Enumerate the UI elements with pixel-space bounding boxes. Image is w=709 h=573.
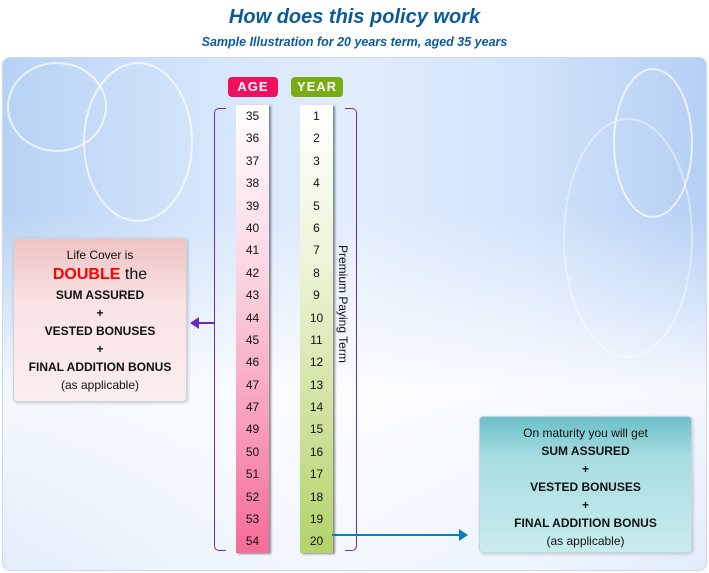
age-cell: 42 — [245, 265, 260, 280]
premium-paying-term-label: Premium Paying Term — [336, 245, 350, 363]
plus: + — [581, 462, 589, 476]
left-bracket — [214, 108, 226, 551]
year-cell: 17 — [309, 467, 324, 482]
year-cell: 10 — [309, 310, 324, 325]
year-cell: 5 — [313, 198, 320, 213]
year-cell: 14 — [309, 400, 324, 415]
age-cell: 51 — [245, 467, 260, 482]
page-subtitle: Sample Illustration for 20 years term, a… — [201, 35, 508, 49]
maturity-intro: On maturity you will get — [523, 426, 648, 440]
age-cell: 36 — [245, 131, 260, 146]
age-cell: 38 — [245, 176, 260, 191]
year-cell: 13 — [309, 377, 324, 392]
benefit-item: VESTED BONUSES — [530, 480, 641, 494]
year-cell: 20 — [309, 534, 324, 549]
plus: + — [96, 306, 104, 320]
applicable-note: (as applicable) — [546, 534, 625, 548]
year-column: 1 2 3 4 5 6 7 8 9 10 11 12 13 14 15 16 17 18 19 20 — [300, 105, 333, 553]
year-cell: 16 — [309, 444, 324, 459]
year-cell: 15 — [309, 422, 324, 437]
year-cell: 19 — [309, 512, 324, 527]
age-cell: 54 — [245, 534, 260, 549]
life-cover-box: Life Cover is DOUBLE the SUM ASSURED + V… — [13, 238, 187, 402]
maturity-box: On maturity you will get SUM ASSURED + V… — [479, 416, 692, 553]
arrow-right-icon — [459, 529, 468, 541]
year-cell: 4 — [313, 176, 320, 191]
page-title: How does this policy work — [228, 6, 481, 28]
benefit-item: SUM ASSURED — [541, 444, 630, 458]
age-cell: 50 — [245, 444, 260, 459]
double-text: DOUBLE — [52, 266, 121, 283]
age-cell: 40 — [245, 220, 260, 235]
age-cell: 39 — [245, 198, 260, 213]
year-cell: 8 — [313, 265, 320, 280]
life-cover-intro: Life Cover is — [66, 248, 134, 262]
right-bracket — [345, 108, 357, 551]
benefit-item: FINAL ADDITION BONUS — [28, 360, 172, 374]
age-cell: 43 — [245, 288, 260, 303]
the-text: the — [124, 266, 148, 283]
age-cell: 44 — [245, 310, 260, 325]
plus: + — [581, 498, 589, 512]
age-badge: AGE — [228, 77, 278, 97]
year-cell: 3 — [313, 153, 320, 168]
age-cell: 49 — [245, 422, 260, 437]
benefit-item: FINAL ADDITION BONUS — [514, 516, 657, 530]
benefit-item: SUM ASSURED — [55, 288, 145, 302]
arrow-left-icon — [190, 317, 199, 329]
year-cell: 1 — [313, 109, 320, 123]
year-cell: 9 — [313, 288, 320, 303]
year-badge: YEAR — [291, 77, 343, 97]
age-cell: 53 — [245, 512, 260, 527]
maturity-arrow — [332, 534, 460, 536]
age-cell: 52 — [245, 489, 260, 504]
year-cell: 12 — [309, 355, 324, 370]
year-cell: 11 — [310, 332, 323, 347]
benefit-item: VESTED BONUSES — [44, 324, 156, 338]
applicable-note: (as applicable) — [60, 378, 140, 392]
year-cell: 6 — [313, 220, 320, 235]
plus: + — [96, 342, 104, 356]
decorative-swirl — [83, 62, 193, 222]
age-cell: 46 — [245, 355, 260, 370]
age-cell: 35 — [245, 109, 260, 123]
age-cell: 41 — [245, 243, 260, 258]
age-cell: 47 — [245, 400, 260, 415]
year-cell: 2 — [313, 131, 320, 146]
decorative-swirl — [563, 118, 693, 358]
age-cell: 37 — [245, 153, 260, 168]
age-cell: 47 — [245, 377, 260, 392]
year-cell: 7 — [313, 243, 320, 258]
age-column: 35 36 37 38 39 40 41 42 43 44 45 46 47 47 49 50 51 52 53 54 — [236, 105, 269, 553]
life-cover-arrow — [198, 322, 215, 324]
age-cell: 45 — [245, 332, 260, 347]
year-cell: 18 — [309, 489, 324, 504]
